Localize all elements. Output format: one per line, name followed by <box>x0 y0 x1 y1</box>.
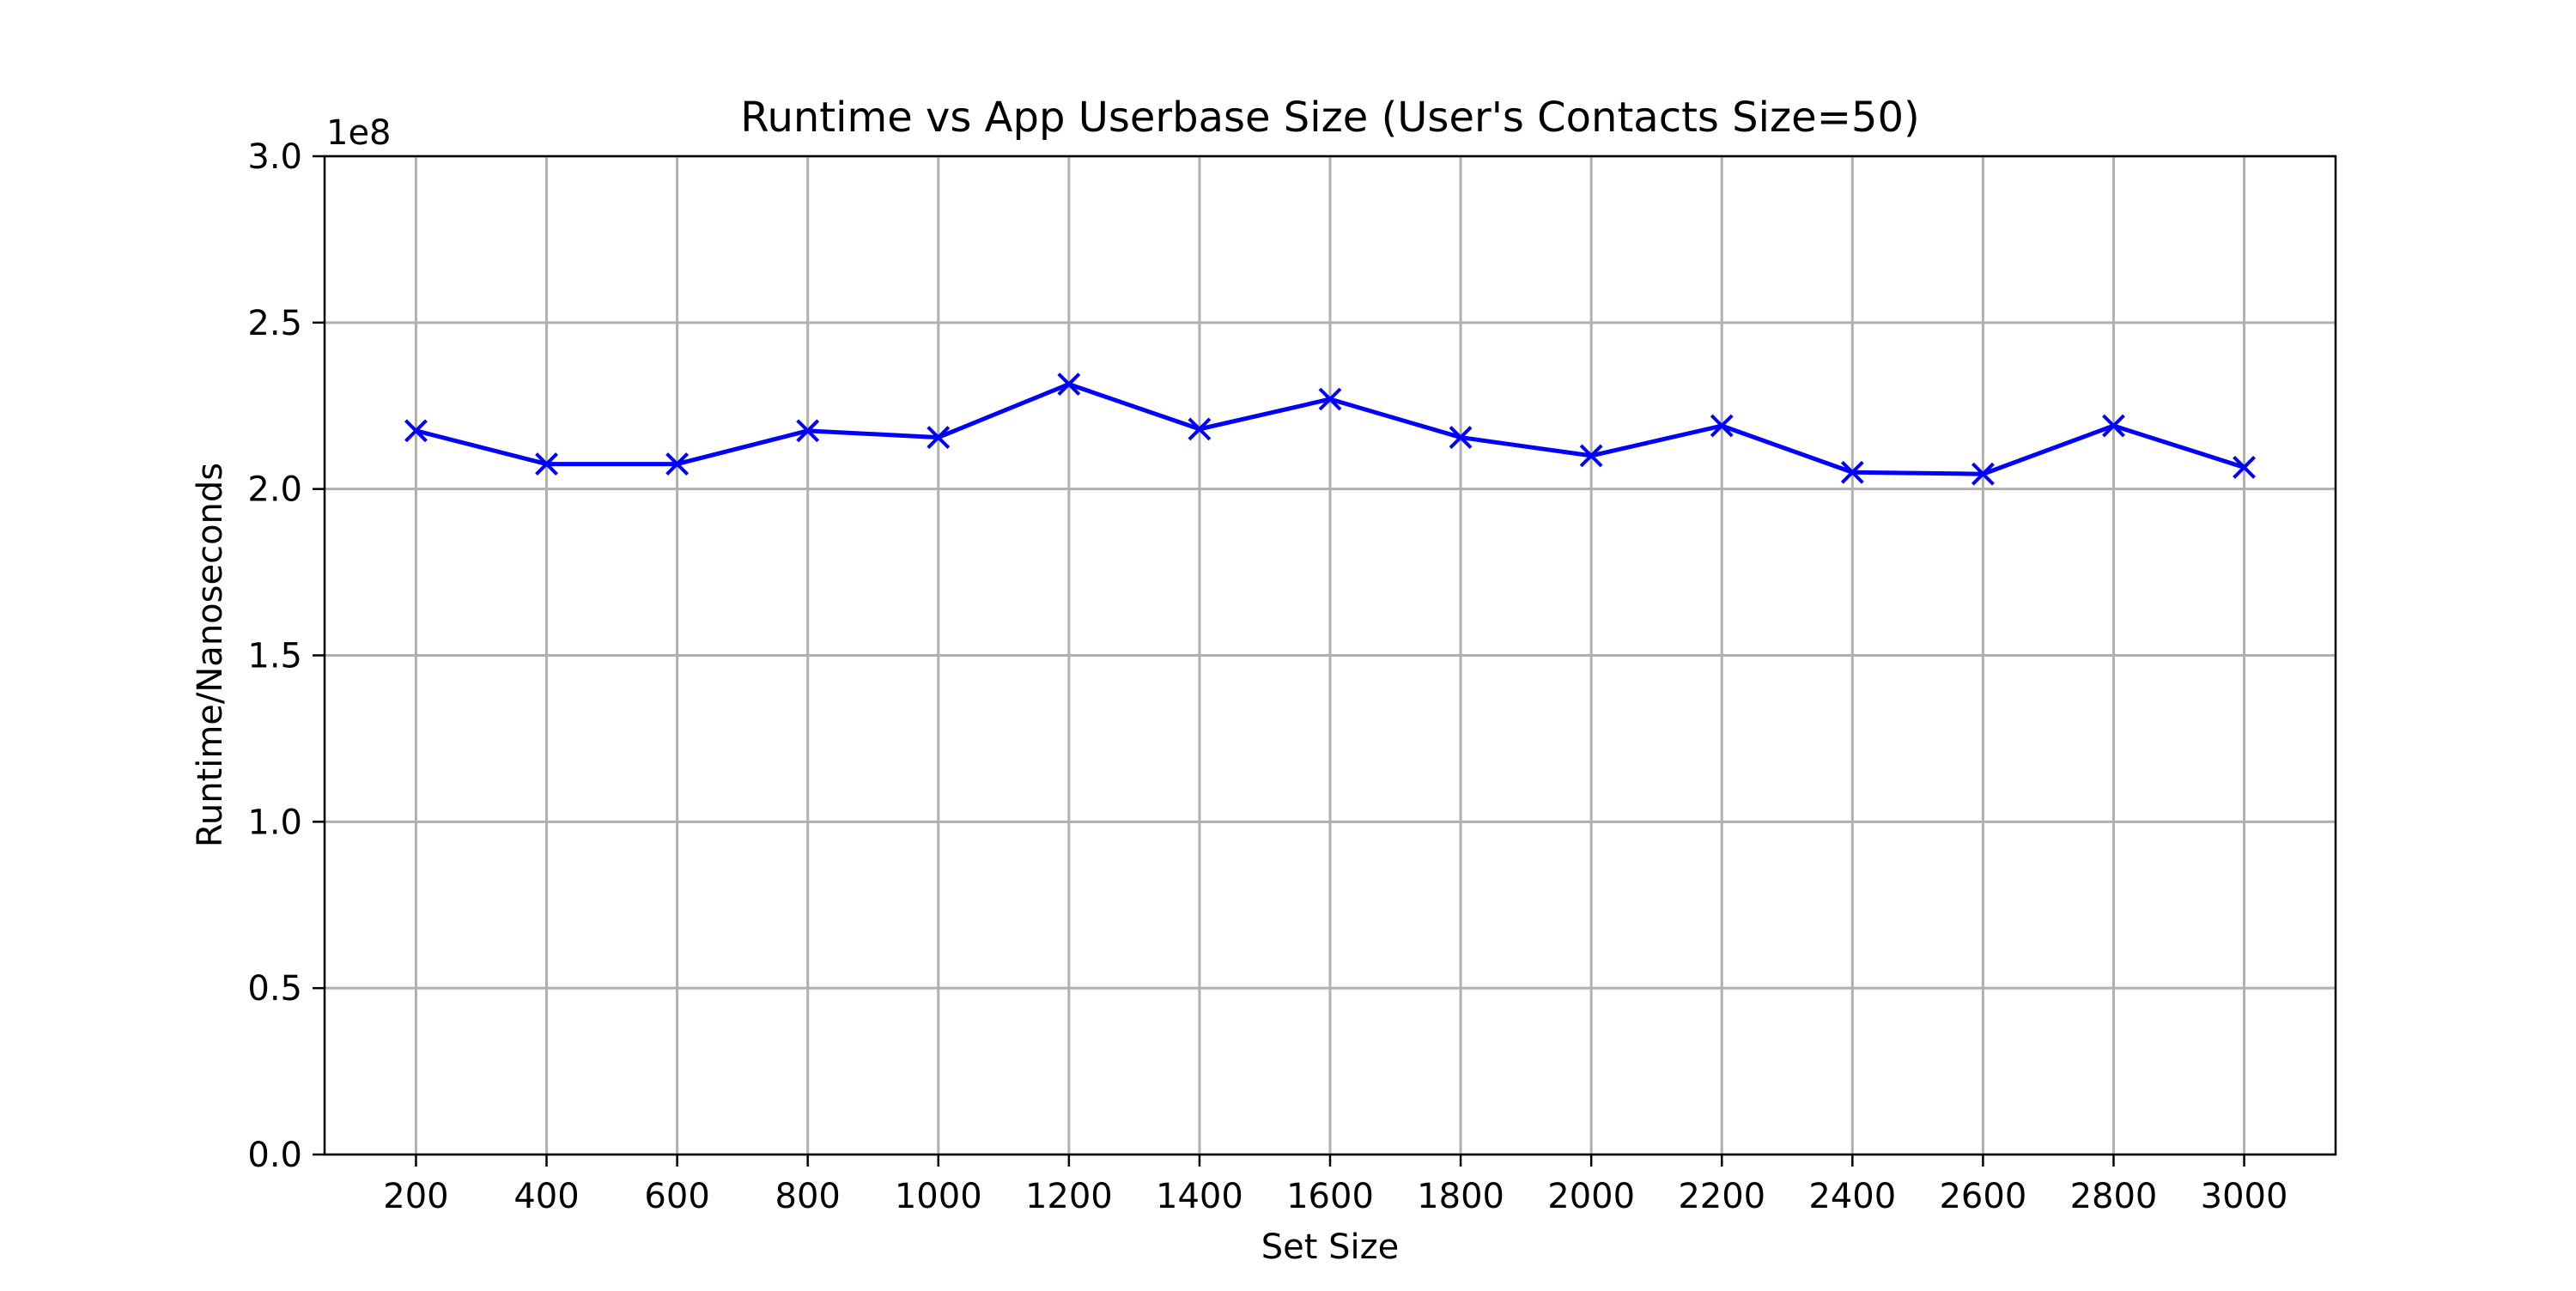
data-point-marker <box>2102 414 2125 438</box>
y-tick-label: 1.5 <box>247 637 302 676</box>
data-point-marker <box>1318 387 1342 411</box>
y-tick-label: 2.0 <box>247 470 302 510</box>
axis-ticks: 200 400 600 800 1000 1200 1400 1600 1800 2000 2200… <box>247 137 2287 1216</box>
data-point-marker <box>1710 414 1734 438</box>
x-tick-label: 800 <box>775 1177 841 1216</box>
x-tick-label: 1200 <box>1025 1177 1113 1216</box>
data-point-marker <box>1449 426 1473 449</box>
y-tick-label: 0.0 <box>247 1136 302 1175</box>
x-tick-label: 2400 <box>1808 1177 1896 1216</box>
x-tick-label: 2600 <box>1939 1177 2026 1216</box>
x-tick-label: 400 <box>513 1177 579 1216</box>
data-point-marker <box>1579 444 1603 468</box>
data-point-marker <box>665 452 690 476</box>
data-point-marker <box>1188 417 1212 441</box>
data-point-marker <box>404 419 428 443</box>
data-point-marker <box>1057 373 1081 396</box>
x-tick-label: 2200 <box>1678 1177 1765 1216</box>
data-point-marker <box>1840 460 1864 484</box>
data-point-marker <box>2233 456 2256 479</box>
data-point-marker <box>927 426 951 449</box>
x-tick-label: 600 <box>644 1177 709 1216</box>
y-tick-label: 2.5 <box>247 304 302 343</box>
y-axis-label: Runtime/Nanoseconds <box>191 463 230 847</box>
x-tick-label: 1400 <box>1156 1177 1243 1216</box>
data-point-marker <box>535 452 558 476</box>
x-tick-label: 2000 <box>1547 1177 1635 1216</box>
x-tick-label: 200 <box>383 1177 448 1216</box>
x-tick-label: 2800 <box>2070 1177 2158 1216</box>
chart-title: Runtime vs App Userbase Size (User's Con… <box>740 94 1919 142</box>
data-point-marker <box>796 419 820 443</box>
y-axis-offset-label: 1e8 <box>326 113 392 153</box>
x-tick-label: 1000 <box>895 1177 982 1216</box>
series-runtime <box>404 373 2256 486</box>
y-tick-label: 3.0 <box>247 137 302 177</box>
y-tick-label: 0.5 <box>247 969 302 1009</box>
grid-lines <box>325 155 2336 1156</box>
y-tick-label: 1.0 <box>247 803 302 842</box>
x-axis-label: Set Size <box>1261 1227 1400 1267</box>
x-tick-label: 1800 <box>1417 1177 1504 1216</box>
x-tick-label: 1600 <box>1286 1177 1374 1216</box>
data-point-marker <box>1971 462 1995 486</box>
x-tick-label: 3000 <box>2201 1177 2288 1216</box>
